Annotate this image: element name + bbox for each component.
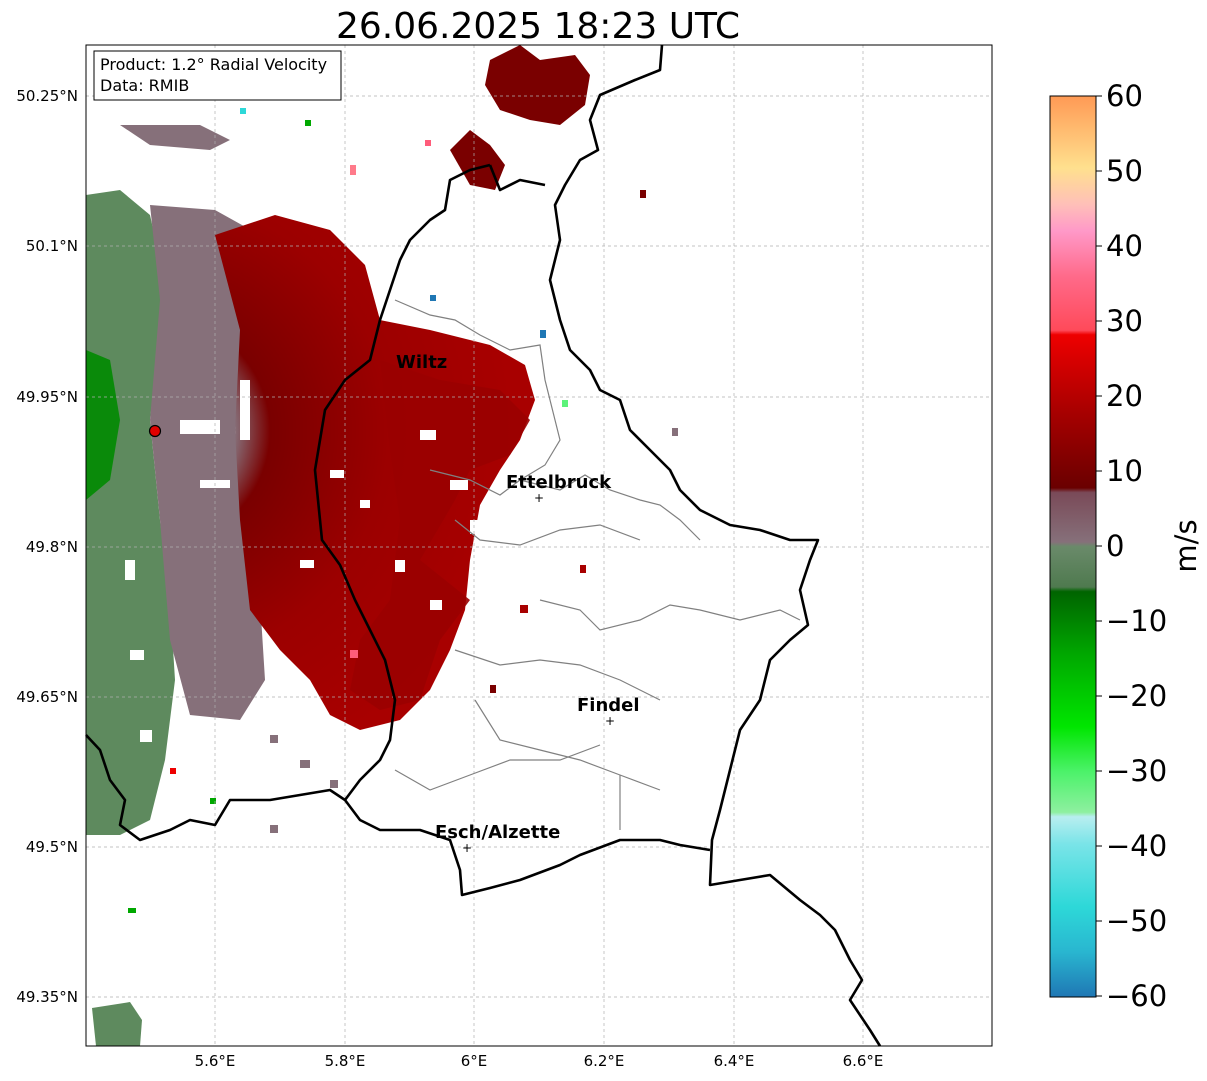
city-esch: Esch/Alzette + xyxy=(435,822,560,855)
colorbar-tick-label: 40 xyxy=(1106,229,1143,263)
map-frame xyxy=(85,44,993,1047)
lat-tick-label: 49.8°N xyxy=(26,538,78,556)
echo-scatter xyxy=(128,108,678,913)
city-wiltz: Wiltz xyxy=(396,352,447,373)
echo-green-sector xyxy=(86,190,175,835)
lat-tick-label: 49.35°N xyxy=(16,988,78,1006)
city-label-esch-alzette: Esch/Alzette xyxy=(435,822,560,843)
grid-lines xyxy=(86,45,992,1046)
lat-tick-label: 49.65°N xyxy=(16,688,78,706)
echo-southwest-blob xyxy=(92,1002,142,1046)
echo-red-outer-ragged xyxy=(350,360,530,710)
info-box: Product: 1.2° Radial Velocity Data: RMIB xyxy=(93,50,342,101)
colorbar-tick-label: 10 xyxy=(1106,454,1143,488)
colorbar-unit-label: m/s xyxy=(1169,519,1203,572)
radar-echoes xyxy=(86,45,678,1046)
echo-gaps xyxy=(125,380,484,742)
echo-mauve-band xyxy=(150,205,265,720)
echo-bright-green-strip xyxy=(86,350,120,500)
colorbar-tick-label: −60 xyxy=(1106,979,1167,1013)
radar-site-marker xyxy=(148,424,162,438)
lon-tick-label: 6°E xyxy=(461,1052,488,1070)
colorbar-tick-marks xyxy=(1096,95,1102,997)
colorbar-tick-label: −50 xyxy=(1106,904,1167,938)
colorbar-tick-label: −40 xyxy=(1106,829,1167,863)
city-findel: Findel + xyxy=(577,695,640,728)
lat-tick-label: 50.25°N xyxy=(16,87,78,105)
chart-title: 26.06.2025 18:23 UTC xyxy=(336,6,740,47)
map-panel: Wiltz Ettelbruck + Findel + Esch/Alzette… xyxy=(85,44,993,1047)
colorbar-scale xyxy=(1049,95,1097,998)
colorbar-tick-label: 60 xyxy=(1106,79,1143,113)
lat-tick-label: 50.1°N xyxy=(26,237,78,255)
colorbar-tick-label: −30 xyxy=(1106,754,1167,788)
country-borders xyxy=(85,44,882,1047)
lon-tick-label: 5.8°E xyxy=(325,1052,366,1070)
lon-tick-label: 6.6°E xyxy=(843,1052,884,1070)
colorbar-tick-label: 50 xyxy=(1106,154,1143,188)
info-data-source: Data: RMIB xyxy=(100,76,189,95)
lon-tick-label: 6.2°E xyxy=(584,1052,625,1070)
colorbar-tick-label: 0 xyxy=(1106,529,1124,563)
city-marker-findel: + xyxy=(605,714,615,728)
echo-north-cluster xyxy=(485,45,590,125)
city-marker-esch-alzette: + xyxy=(462,841,472,855)
city-marker-ettelbruck: + xyxy=(534,491,544,505)
longitude-axis: 5.6°E 5.8°E 6°E 6.2°E 6.4°E 6.6°E xyxy=(195,1052,884,1070)
colorbar-tick-label: 30 xyxy=(1106,304,1143,338)
city-label-wiltz: Wiltz xyxy=(396,352,447,373)
colorbar-tick-label: −20 xyxy=(1106,679,1167,713)
info-product: Product: 1.2° Radial Velocity xyxy=(100,55,327,74)
colorbar-tick-label: −10 xyxy=(1106,604,1167,638)
lat-tick-label: 49.5°N xyxy=(26,838,78,856)
echo-grey-north xyxy=(120,125,230,150)
lat-tick-label: 49.95°N xyxy=(16,388,78,406)
city-label-ettelbruck: Ettelbruck xyxy=(506,472,612,493)
lon-tick-label: 6.4°E xyxy=(714,1052,755,1070)
colorbar-tick-label: 20 xyxy=(1106,379,1143,413)
city-label-findel: Findel xyxy=(577,695,640,716)
colorbar: 60 50 40 30 20 10 0 −10 −20 −30 −40 −50 … xyxy=(1049,79,1203,1013)
lon-tick-label: 5.6°E xyxy=(195,1052,236,1070)
canton-borders xyxy=(394,299,801,830)
echo-north-cluster-2 xyxy=(450,130,505,190)
city-ettelbruck: Ettelbruck + xyxy=(506,472,612,505)
latitude-axis: 50.25°N 50.1°N 49.95°N 49.8°N 49.65°N 49… xyxy=(16,87,78,1006)
